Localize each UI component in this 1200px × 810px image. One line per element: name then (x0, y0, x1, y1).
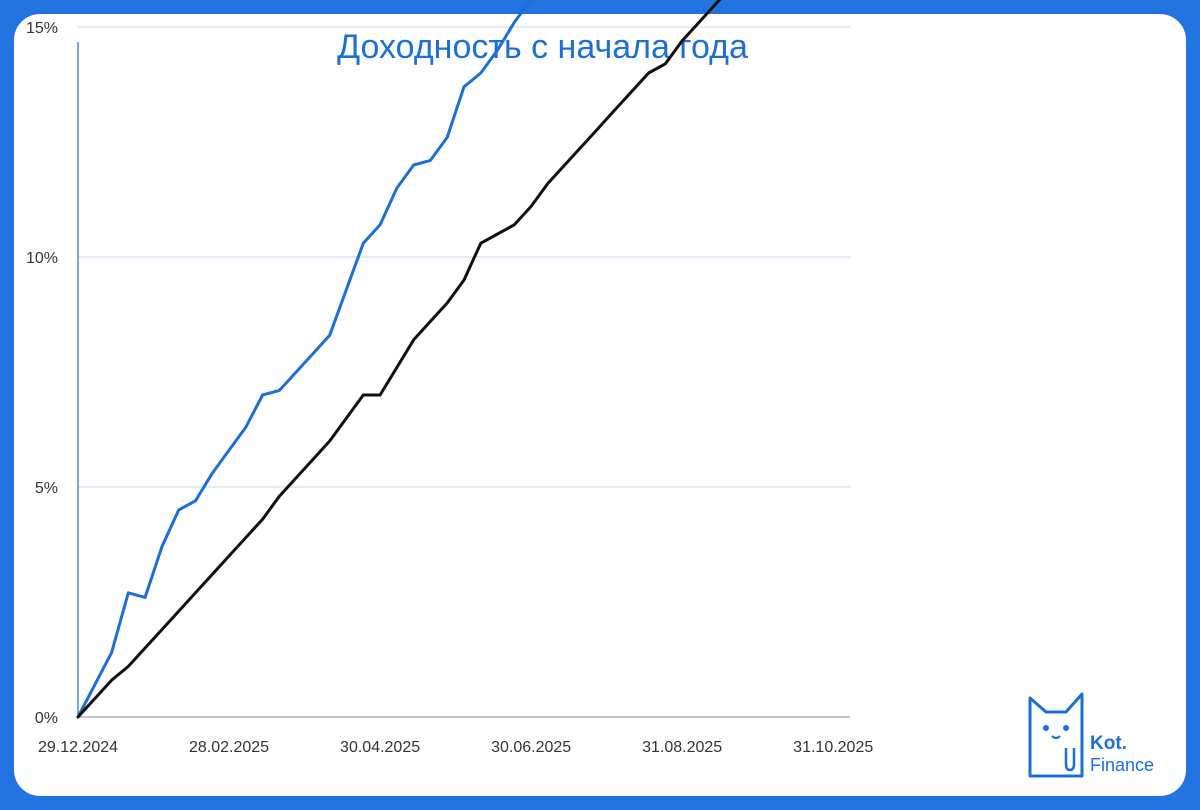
brand-name: Kot. (1090, 733, 1127, 754)
y-tick-label: 15% (26, 20, 58, 37)
kot-finance-logo (1028, 692, 1084, 778)
x-tick-label: 31.08.2025 (642, 739, 722, 756)
series-line (76, 0, 722, 719)
x-tick-label: 31.10.2025 (793, 739, 873, 756)
chart-card (14, 14, 1186, 796)
x-tick-label: 29.12.2024 (38, 739, 118, 756)
brand-subname: Finance (1090, 755, 1155, 775)
series-line (76, 0, 533, 719)
x-tick-label: 30.06.2025 (491, 739, 571, 756)
x-tick-label: 30.04.2025 (340, 739, 420, 756)
y-tick-label: 5% (35, 480, 58, 497)
x-tick-label: 28.02.2025 (189, 739, 269, 756)
y-tick-label: 0% (35, 710, 58, 727)
y-tick-label: 10% (26, 250, 58, 267)
